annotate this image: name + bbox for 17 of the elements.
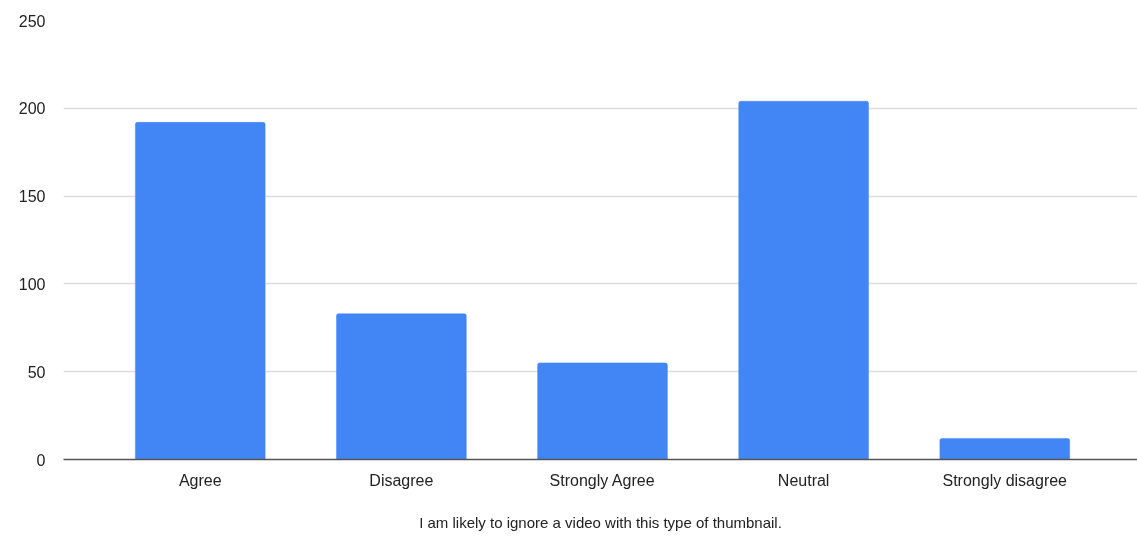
x-tick-label: Neutral xyxy=(777,471,830,489)
y-tick-label: 50 xyxy=(27,363,46,381)
bar xyxy=(537,362,668,460)
x-tick-label: Strongly disagree xyxy=(942,471,1068,489)
x-axis-title: I am likely to ignore a video with this type of thumbnail. xyxy=(419,513,782,531)
x-tick-label: Disagree xyxy=(369,471,434,489)
y-tick-label: 250 xyxy=(18,12,46,30)
x-tick-label: Strongly Agree xyxy=(549,471,655,489)
y-tick-label: 100 xyxy=(18,275,46,293)
y-tick-label: 0 xyxy=(36,451,46,469)
bar xyxy=(336,313,467,460)
y-tick-label: 200 xyxy=(18,100,46,118)
y-tick-label: 150 xyxy=(18,188,46,206)
bar xyxy=(135,122,266,460)
bar xyxy=(738,101,869,460)
x-tick-label: Agree xyxy=(178,471,222,489)
bar xyxy=(939,438,1070,460)
